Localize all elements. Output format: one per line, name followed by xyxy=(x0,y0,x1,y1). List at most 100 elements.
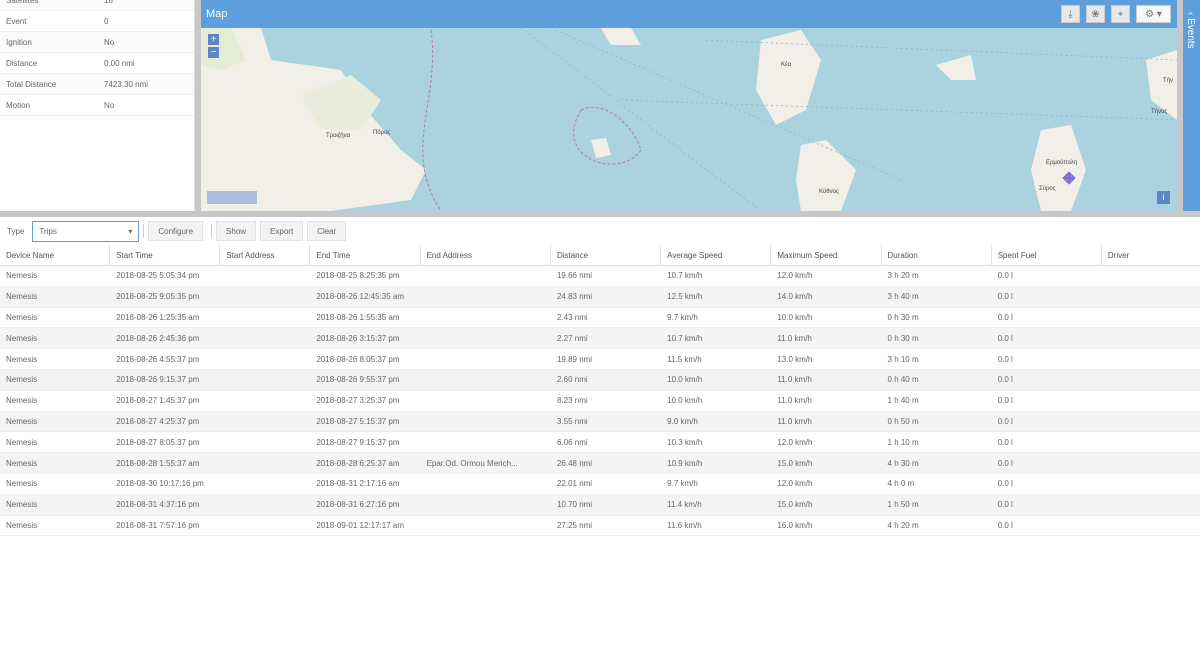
table-header: Device Name Start Time Start Address End Ti… xyxy=(0,245,1200,266)
table-cell: 2018-08-28 1:55:37 am xyxy=(116,458,200,468)
table-cell: 10.70 nmi xyxy=(556,500,593,510)
table-cell: Nemesis xyxy=(6,375,38,385)
column-header[interactable]: Start Address xyxy=(220,245,311,265)
table-cell: 0.0 l xyxy=(997,500,1013,510)
table-cell: Nemesis xyxy=(6,458,38,468)
table-cell: 0.0 l xyxy=(997,458,1013,468)
table-cell: 0.0 l xyxy=(997,375,1013,385)
column-header[interactable]: Driver xyxy=(1102,245,1200,265)
follow-button[interactable]: ❀ xyxy=(1086,5,1105,23)
table-cell: 2018-08-27 8:05:37 pm xyxy=(116,437,200,447)
vertical-splitter[interactable] xyxy=(195,0,201,211)
table-cell: 2018-08-26 9:15:37 pm xyxy=(116,375,200,385)
report-toolbar: Type Trips ▾ Configure Show Export Clear xyxy=(0,219,1200,243)
table-cell: Nemesis xyxy=(6,271,38,281)
status-row: Event 0 xyxy=(0,11,194,32)
table-cell: 10.0 km/h xyxy=(667,396,703,406)
table-cell: 4 h 30 m xyxy=(887,458,919,468)
table-row[interactable]: Nemesis 2018-08-26 9:15:37 pm 2018-08-26 9… xyxy=(0,369,1200,391)
table-cell: 10.0 km/h xyxy=(777,312,813,322)
type-value: Trips xyxy=(39,226,57,236)
table-row[interactable]: Nemesis 2018-08-26 1:25:35 am 2018-08-26 1… xyxy=(0,308,1200,329)
map-canvas[interactable]: Τροιζήνα Πόρος Κέα Κύθνος Ερμούπολη Σύρο… xyxy=(201,0,1177,211)
table-row[interactable]: Nemesis 2018-08-30 10:17:16 pm 2018-08-31 … xyxy=(0,474,1200,495)
table-cell: 2018-08-28 6:25:37 am xyxy=(316,458,400,468)
map-label: Τήν xyxy=(1163,77,1173,84)
table-cell: 0.0 l xyxy=(997,520,1013,530)
table-cell: 2018-08-26 1:55:35 am xyxy=(316,312,400,322)
table-cell: 11.6 km/h xyxy=(667,520,702,530)
table-cell: 26.48 nmi xyxy=(556,458,593,468)
table-cell: 19.66 nmi xyxy=(556,271,593,281)
map-label: Κέα xyxy=(781,61,792,68)
table-row[interactable]: Nemesis 2018-08-27 1:45:37 pm 2018-08-27 3… xyxy=(0,391,1200,412)
table-cell: 11.4 km/h xyxy=(667,500,702,510)
table-row[interactable]: Nemesis 2018-08-25 9:05:35 pm 2018-08-26 1… xyxy=(0,286,1200,308)
status-value: 18 xyxy=(104,0,113,5)
table-cell: 15.0 km/h xyxy=(777,458,813,468)
table-row[interactable]: Nemesis 2018-08-27 8:05:37 pm 2018-08-27 9… xyxy=(0,432,1200,454)
table-row[interactable]: Nemesis 2018-08-26 2:45:36 pm 2018-08-26 3… xyxy=(0,328,1200,350)
table-row[interactable]: Nemesis 2018-08-25 5:05:34 pm 2018-08-25 8… xyxy=(0,266,1200,287)
table-row[interactable]: Nemesis 2018-08-26 4:55:37 pm 2018-08-26 8… xyxy=(0,349,1200,370)
column-header[interactable]: Distance xyxy=(551,245,662,265)
table-cell: 12.0 km/h xyxy=(777,479,813,489)
status-row: Satellites 18 xyxy=(0,0,194,11)
table-cell: Nemesis xyxy=(6,520,38,530)
map-label: Πόρος xyxy=(373,129,390,136)
table-cell: Nemesis xyxy=(6,500,38,510)
table-cell: Epar.Od. Ormou Merich... xyxy=(426,458,518,468)
table-row[interactable]: Nemesis 2018-08-31 7:57:16 pm 2018-09-01 1… xyxy=(0,516,1200,537)
column-header[interactable]: End Address xyxy=(421,245,551,265)
table-cell: 0.0 l xyxy=(997,354,1013,364)
table-cell: 12.0 km/h xyxy=(777,437,813,447)
column-header[interactable]: Average Speed xyxy=(661,245,772,265)
column-header[interactable]: Device Name xyxy=(0,245,111,265)
info-button[interactable]: i xyxy=(1157,191,1170,204)
column-header[interactable]: Spent Fuel xyxy=(992,245,1102,265)
column-header[interactable]: Start Time xyxy=(110,245,221,265)
table-cell: 2018-08-26 1:25:35 am xyxy=(116,312,200,322)
events-splitter[interactable] xyxy=(1177,0,1183,211)
status-value: No xyxy=(104,37,115,47)
table-cell: 2018-09-01 12:17:17 am xyxy=(316,520,404,530)
table-row[interactable]: Nemesis 2018-08-28 1:55:37 am 2018-08-28 6… xyxy=(0,453,1200,474)
download-button[interactable]: ⤓ xyxy=(1061,5,1080,23)
configure-button[interactable]: Configure xyxy=(148,221,204,241)
zoom-out-button[interactable]: − xyxy=(208,47,219,58)
status-key: Ignition xyxy=(6,37,32,47)
device-marker-icon[interactable] xyxy=(1062,171,1076,185)
type-select[interactable]: Trips ▾ xyxy=(32,220,140,242)
table-row[interactable]: Nemesis 2018-08-31 4:37:16 pm 2018-08-31 6… xyxy=(0,494,1200,516)
map-panel[interactable]: Τροιζήνα Πόρος Κέα Κύθνος Ερμούπολη Σύρο… xyxy=(201,0,1177,211)
status-key: Motion xyxy=(6,100,31,110)
status-key: Event xyxy=(6,16,27,26)
table-cell: 0 h 30 m xyxy=(887,312,919,322)
table-cell: 8.23 nmi xyxy=(556,396,588,406)
table-cell: Nemesis xyxy=(6,354,38,364)
locate-button[interactable]: ⌖ xyxy=(1111,5,1130,23)
settings-button[interactable]: ⚙ ▾ xyxy=(1136,5,1171,23)
table-cell: 16.0 km/h xyxy=(777,520,813,530)
events-label: Events xyxy=(1185,18,1196,49)
column-header[interactable]: Maximum Speed xyxy=(771,245,882,265)
table-cell: 11.0 km/h xyxy=(777,396,812,406)
column-header[interactable]: End Time xyxy=(310,245,421,265)
table-cell: 2018-08-25 9:05:35 pm xyxy=(116,292,200,302)
status-value: No xyxy=(104,100,115,110)
chevron-left-icon: ‹ xyxy=(1185,12,1196,19)
zoom-in-button[interactable]: + xyxy=(208,34,219,45)
table-cell: 1 h 40 m xyxy=(887,396,919,406)
events-panel-toggle[interactable]: ‹ Events xyxy=(1183,0,1200,211)
table-row[interactable]: Nemesis 2018-08-27 4:25:37 pm 2018-08-27 5… xyxy=(0,411,1200,433)
table-cell: 2018-08-27 3:25:37 pm xyxy=(316,396,400,406)
table-cell: 10.0 km/h xyxy=(667,375,703,385)
horizontal-splitter[interactable] xyxy=(0,211,1200,217)
export-button[interactable]: Export xyxy=(260,221,304,241)
crosshair-icon: ⌖ xyxy=(1117,8,1124,20)
map-label: Τροιζήνα xyxy=(326,132,351,139)
column-header[interactable]: Duration xyxy=(882,245,992,265)
show-button[interactable]: Show xyxy=(216,221,257,241)
table-cell: 11.0 km/h xyxy=(777,375,812,385)
clear-button[interactable]: Clear xyxy=(307,221,347,241)
